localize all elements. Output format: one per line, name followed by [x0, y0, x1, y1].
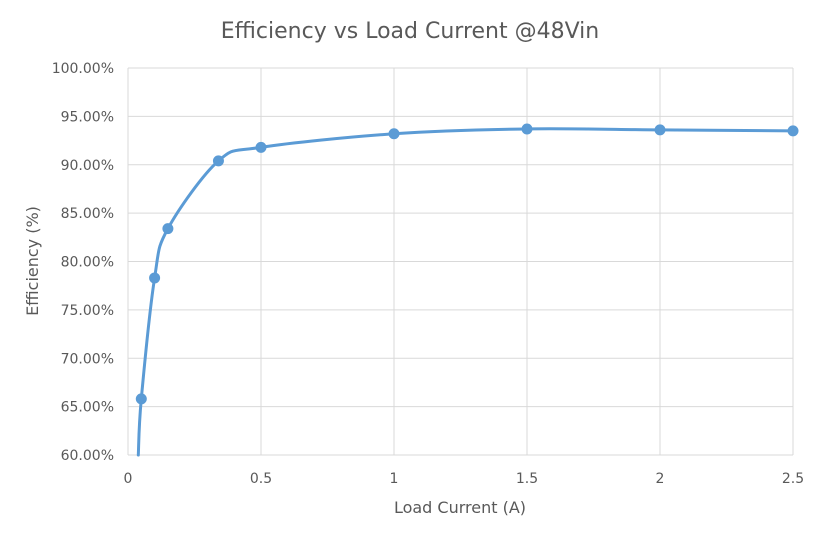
- y-tick-label: 80.00%: [61, 255, 114, 271]
- y-axis-title: Efficiency (%): [23, 206, 42, 316]
- tick-labels: 60.00% 65.00% 70.00% 75.00% 80.00% 85.00% 90.0…: [52, 61, 804, 487]
- y-tick-label: 100.00%: [52, 61, 114, 77]
- data-point: [255, 141, 267, 153]
- data-point: [388, 128, 400, 140]
- y-tick-label: 90.00%: [61, 158, 114, 174]
- data-point: [654, 124, 666, 136]
- x-tick-label: 0: [124, 471, 133, 487]
- y-tick-label: 70.00%: [61, 351, 114, 367]
- chart-title: Efficiency vs Load Current @48Vin: [221, 19, 599, 44]
- x-tick-label: 1: [390, 471, 399, 487]
- y-tick-label: 95.00%: [61, 109, 114, 125]
- data-point: [149, 272, 161, 284]
- data-series: [135, 123, 799, 457]
- data-point: [521, 123, 533, 135]
- y-tick-label: 60.00%: [61, 448, 114, 464]
- x-tick-label: 2.5: [782, 471, 804, 487]
- data-point: [135, 393, 147, 405]
- x-tick-label: 2: [656, 471, 665, 487]
- x-tick-label: 0.5: [250, 471, 272, 487]
- data-point: [162, 223, 174, 235]
- x-axis-title: Load Current (A): [394, 498, 526, 517]
- y-tick-label: 65.00%: [61, 400, 114, 416]
- data-point: [212, 155, 224, 167]
- data-point: [787, 125, 799, 137]
- x-tick-label: 1.5: [516, 471, 538, 487]
- y-tick-label: 85.00%: [61, 206, 114, 222]
- y-tick-label: 75.00%: [61, 303, 114, 319]
